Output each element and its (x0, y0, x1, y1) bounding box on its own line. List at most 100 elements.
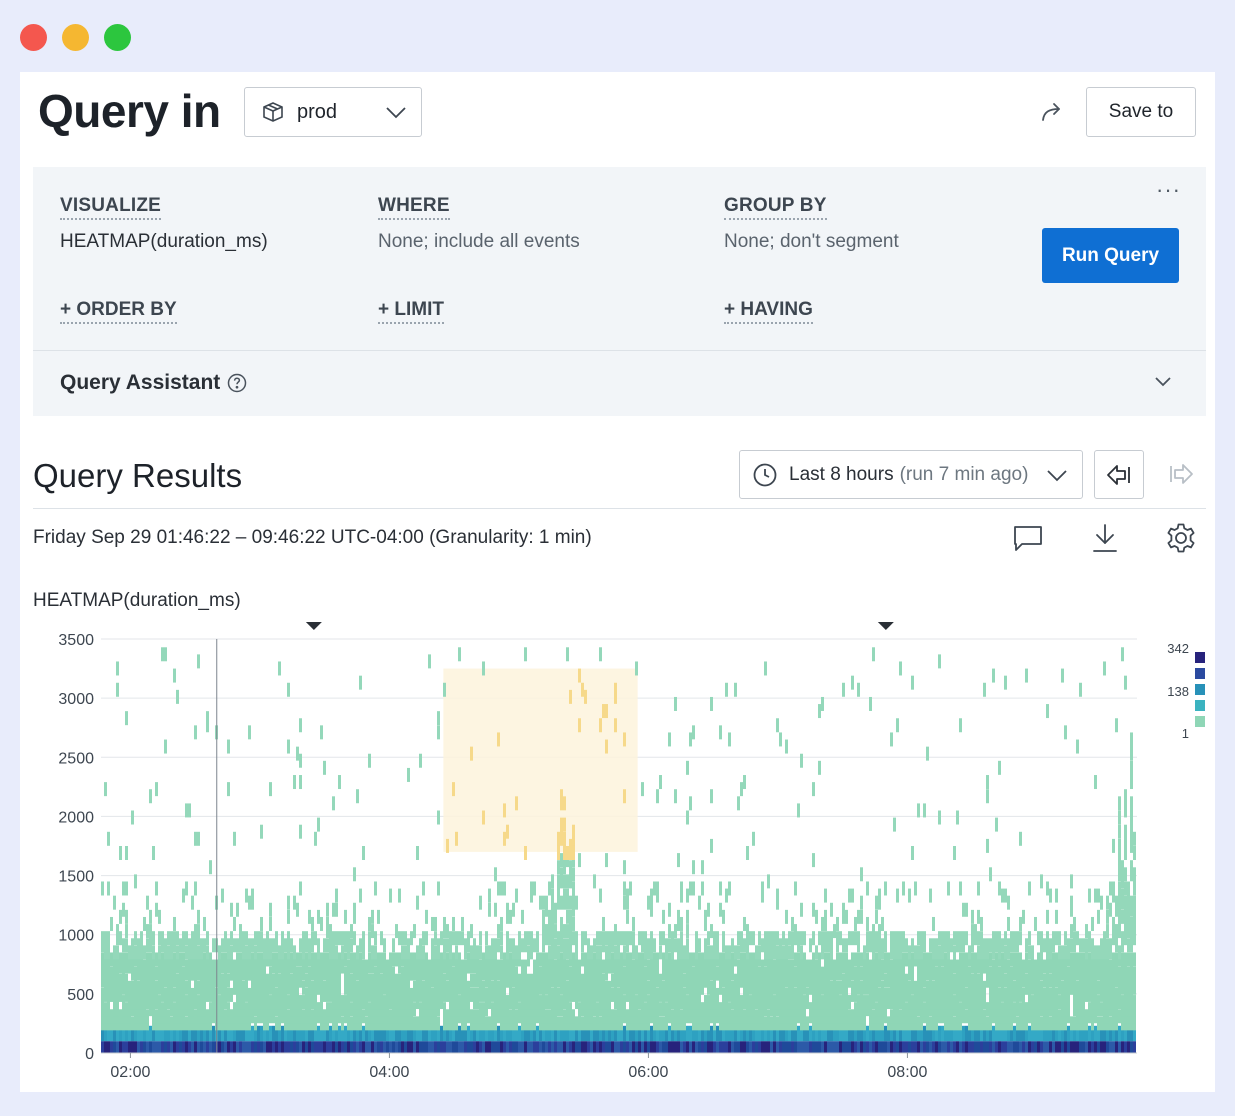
having-add[interactable]: + HAVING (724, 299, 813, 324)
heat-cell-low (623, 860, 626, 875)
dataset-select[interactable]: prod (244, 87, 422, 137)
heat-cell-low (260, 987, 263, 1002)
download-icon[interactable] (1090, 522, 1120, 554)
heat-cell-mid (806, 1025, 809, 1042)
heat-cell-low (1004, 973, 1007, 988)
heat-cell-low (311, 952, 314, 967)
heat-cell-low (1016, 973, 1019, 988)
heat-cell-high (803, 1041, 806, 1053)
order-by-add[interactable]: + ORDER BY (60, 299, 177, 324)
help-circle-icon[interactable] (227, 373, 247, 393)
group-by-value[interactable]: None; don't segment (724, 231, 899, 252)
heat-cell-low (191, 995, 194, 1010)
heat-cell-high (1016, 1041, 1019, 1053)
heat-cell-low (614, 959, 617, 974)
close-window-dot[interactable] (20, 24, 47, 51)
minimize-window-dot[interactable] (62, 24, 89, 51)
heat-cell-low (1046, 987, 1049, 1002)
heat-cell-low (515, 952, 518, 967)
heat-cell-mid (188, 1025, 191, 1042)
heat-cell-low (1031, 1009, 1034, 1024)
heat-cell-low (422, 1009, 425, 1024)
heat-cell-low (146, 895, 149, 910)
heat-cell-low (464, 959, 467, 974)
heat-cell-low (431, 987, 434, 1002)
run-query-button[interactable]: Run Query (1042, 228, 1179, 283)
heat-cell-low (542, 995, 545, 1010)
heat-cell-low (617, 959, 620, 974)
time-forward-button[interactable] (1163, 456, 1199, 492)
heat-cell-low (128, 1016, 131, 1031)
heat-cell-low (896, 980, 899, 995)
comment-icon[interactable] (1013, 523, 1043, 553)
heat-cell-low (863, 1002, 866, 1017)
visualize-value[interactable]: HEATMAP(duration_ms) (60, 231, 268, 252)
heat-cell-low (176, 1002, 179, 1017)
limit-add[interactable]: + LIMIT (378, 299, 444, 324)
heat-cell-low (602, 931, 605, 946)
heat-cell-low (917, 931, 920, 946)
heat-cell-low (371, 952, 374, 967)
heat-cell-low (599, 980, 602, 995)
heat-cell-low (482, 966, 485, 981)
heat-cell-low (452, 987, 455, 1002)
time-back-button[interactable] (1094, 450, 1144, 499)
heat-cell-high (326, 1041, 329, 1053)
maximize-window-dot[interactable] (104, 24, 131, 51)
heat-cell-low (578, 987, 581, 1002)
heat-cell-low (377, 1009, 380, 1024)
heat-cell-low (416, 987, 419, 1002)
save-to-button[interactable]: Save to (1086, 87, 1196, 137)
chevron-down-icon[interactable] (1154, 375, 1172, 389)
heat-cell-low (242, 987, 245, 1002)
visualize-label[interactable]: VISUALIZE (60, 195, 162, 220)
heat-cell-low (287, 938, 290, 953)
heat-cell-low (260, 1009, 263, 1024)
heat-cell-low (125, 980, 128, 995)
heat-cell-low (1106, 938, 1109, 953)
gear-icon[interactable] (1165, 522, 1197, 554)
heat-cell-high (677, 1041, 680, 1053)
heat-cell-low (845, 980, 848, 995)
where-value[interactable]: None; include all events (378, 231, 580, 252)
heat-cell-low (230, 945, 233, 960)
heat-cell-mid (323, 1025, 326, 1042)
heat-cell-high (461, 1041, 464, 1053)
heat-cell-low (998, 995, 1001, 1010)
heat-cell-high (902, 1041, 905, 1053)
heat-cell-low (560, 924, 563, 939)
heat-cell-high (527, 1041, 530, 1053)
heat-cell-low (755, 966, 758, 981)
heat-cell-low (386, 959, 389, 974)
heat-cell-low (653, 966, 656, 981)
heat-cell-low (110, 1009, 113, 1024)
heat-cell-low (482, 980, 485, 995)
time-range-picker[interactable]: Last 8 hours (run 7 min ago) (739, 450, 1083, 499)
heat-cell-low (131, 1016, 134, 1031)
heat-cell-low (425, 1009, 428, 1024)
heat-cell-low (1115, 1002, 1118, 1017)
heat-cell-high (134, 1041, 137, 1053)
heat-cell-low (608, 995, 611, 1010)
heat-cell-low (848, 995, 851, 1010)
group-by-label[interactable]: GROUP BY (724, 195, 827, 220)
heat-cell-mid (737, 1025, 740, 1042)
heat-cell-low (461, 1009, 464, 1024)
heat-cell-low (104, 1009, 107, 1024)
share-arrow-icon[interactable] (1040, 100, 1064, 124)
heat-cell-low (569, 867, 572, 882)
heat-cell-low (1088, 952, 1091, 967)
heat-cell-low (557, 888, 560, 903)
heat-cell-low (1094, 952, 1097, 967)
heat-cell-low (287, 1009, 290, 1024)
heat-cell-low (899, 1016, 902, 1031)
heat-cell-low (767, 1009, 770, 1024)
heat-cell-low (1010, 966, 1013, 981)
heat-cell-low (392, 1009, 395, 1024)
heat-cell-low (380, 973, 383, 988)
where-label[interactable]: WHERE (378, 195, 450, 220)
query-assistant-bar[interactable]: Query Assistant (33, 350, 1206, 416)
heat-cell-low (377, 959, 380, 974)
heat-cell-low (800, 966, 803, 981)
